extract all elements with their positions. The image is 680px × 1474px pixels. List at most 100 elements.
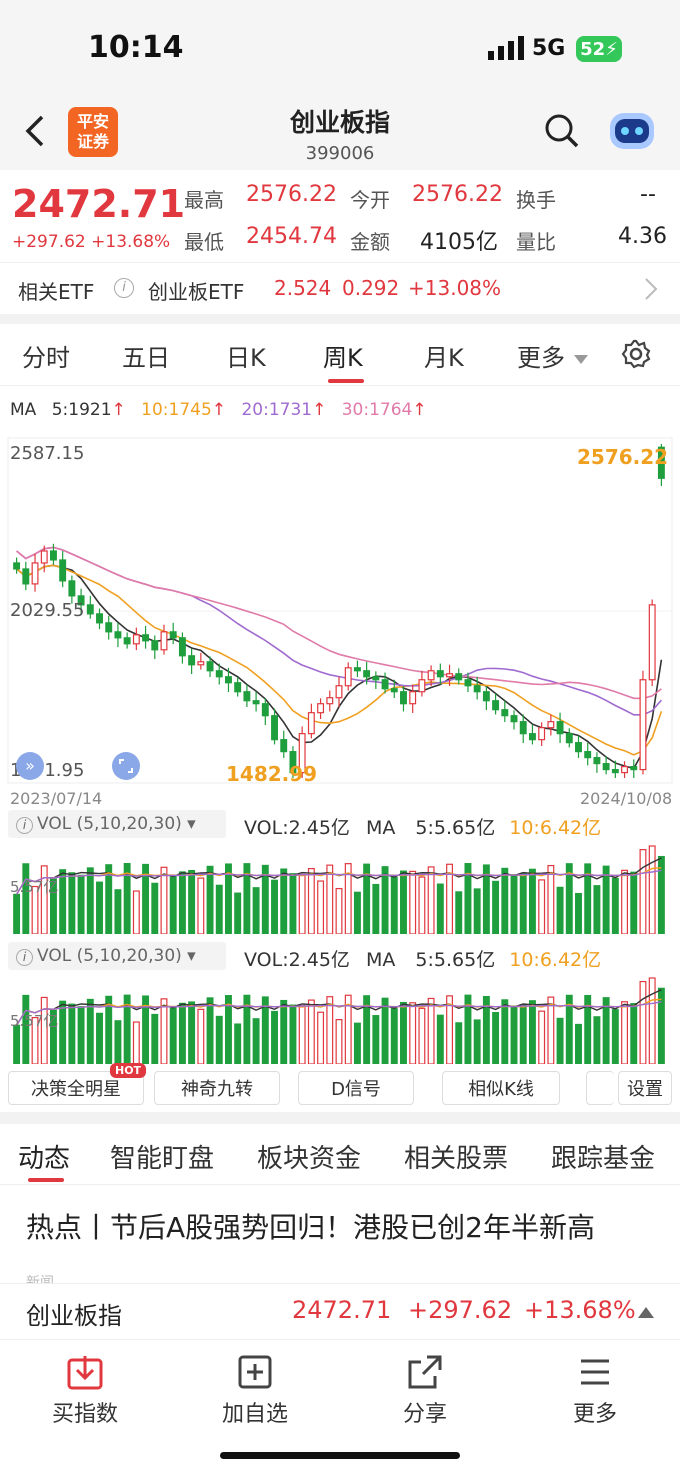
volume-bar-up (446, 995, 453, 1064)
volume-bar-down (243, 994, 251, 1064)
divider (0, 1184, 680, 1185)
candle-down (381, 679, 389, 690)
related-etf-row[interactable]: 相关ETF i 创业板ETF 2.524 0.292 +13.08% (0, 262, 680, 314)
candle-down (584, 751, 592, 759)
volume-bar-down (510, 874, 518, 934)
volume-bar-down (142, 863, 150, 934)
app-header: 平安 证券 创业板指 399006 (0, 95, 680, 170)
volume-chart-2 (13, 977, 665, 1064)
min-price-label: 1482.99 (226, 762, 318, 786)
vol-legend-1: VOL:2.45亿 MA 5:5.65亿 10:6.42亿 (244, 813, 601, 840)
candle-down (565, 733, 573, 744)
tab-more[interactable]: 更多 (517, 344, 565, 372)
add-watchlist-button[interactable]: 加自选 (200, 1354, 310, 1428)
change-value: +297.62 (12, 232, 86, 252)
volume-bar-down (114, 1020, 122, 1064)
volume-bar-down (225, 863, 232, 934)
tool-similar-kline[interactable]: 相似K线 (442, 1071, 560, 1105)
tab-smart-monitor[interactable]: 智能盯盘 (110, 1144, 215, 1174)
volume-bar-down (482, 996, 490, 1064)
volume-bar-down (271, 879, 278, 934)
high-value: 2576.22 (246, 182, 337, 207)
bottom-index-name: 创业板指 (26, 1302, 122, 1330)
candle-up (446, 673, 453, 678)
info-icon: i (16, 949, 33, 966)
info-icon[interactable]: i (114, 278, 134, 298)
volume-bar-up (307, 868, 315, 934)
tab-sector-funds[interactable]: 板块资金 (257, 1144, 362, 1174)
collapse-icon[interactable]: » (16, 752, 44, 780)
buy-index-button[interactable]: 买指数 (30, 1354, 140, 1428)
vol-axis-label: 5.57亿 (10, 1012, 59, 1030)
candle-down (261, 703, 269, 717)
tab-tracking-funds[interactable]: 跟踪基金 (551, 1144, 656, 1174)
news-tabs: 动态 智能盯盘 板块资金 相关股票 跟踪基金 (0, 1124, 680, 1184)
etf-pct: +13.08% (408, 276, 502, 300)
settings-gear-icon[interactable] (620, 338, 652, 374)
max-price-label: 2576.22 (577, 445, 669, 469)
volume-bar-down (151, 882, 159, 934)
volume-bar-up (307, 999, 315, 1064)
quote-panel: 2472.71 +297.62 +13.68% 最高 2576.22 今开 25… (0, 170, 680, 260)
volume-bar-down (68, 872, 76, 934)
active-tab-indicator (28, 1178, 64, 1182)
info-icon: i (16, 817, 33, 834)
vol-selector-2[interactable]: i VOL (5,10,20,30) ▾ (8, 942, 226, 970)
candle-up (648, 604, 656, 681)
back-icon[interactable] (22, 113, 46, 153)
volume-bar-up (547, 864, 555, 934)
date-start: 2023/07/14 (10, 789, 103, 808)
volume-bar-up (132, 1021, 140, 1064)
caret-up-icon[interactable] (638, 1304, 654, 1323)
more-button[interactable]: 更多 (540, 1354, 650, 1428)
kline-chart[interactable] (0, 436, 680, 786)
search-icon[interactable] (544, 113, 580, 153)
volume-bar-down (77, 874, 85, 934)
volume-bar-down (178, 871, 186, 934)
volume-bar-up (160, 998, 168, 1064)
robot-assistant-icon[interactable] (606, 109, 658, 157)
candle-down (519, 721, 527, 735)
volume-bar-up (335, 887, 343, 934)
tab-daily-k[interactable]: 日K (226, 344, 266, 372)
candle-down (252, 700, 260, 705)
open-value: 2576.22 (412, 182, 503, 207)
tab-weekly-k[interactable]: 周K (323, 344, 363, 372)
tool-overflow[interactable] (586, 1071, 614, 1105)
candle-down (482, 691, 490, 702)
y-axis-top: 2587.15 (10, 443, 85, 464)
candle-down (59, 559, 67, 582)
hot-badge: HOT (110, 1063, 147, 1078)
candle-down (169, 631, 177, 639)
ma-label: MA (10, 400, 37, 420)
tool-settings[interactable]: 设置 (618, 1071, 672, 1105)
candle-up (40, 550, 48, 564)
tool-d-signal[interactable]: D信号 (298, 1071, 414, 1105)
vol-selector-1[interactable]: i VOL (5,10,20,30) ▾ (8, 810, 226, 838)
candle-down (602, 763, 610, 771)
volume-bar-down (225, 995, 232, 1064)
volume-bar-down (473, 1019, 481, 1064)
tab-five-day[interactable]: 五日 (122, 344, 170, 372)
volume-bar-down (178, 1002, 186, 1064)
bottom-action-bar: 买指数 加自选 分享 更多 (0, 1339, 680, 1474)
volume-bar-up (538, 879, 546, 934)
candle-down (575, 742, 582, 753)
tab-intraday[interactable]: 分时 (22, 344, 70, 372)
tool-magic-nine[interactable]: 神奇九转 (154, 1071, 280, 1105)
amount-value: 4105亿 (420, 230, 498, 255)
fullscreen-icon[interactable] (112, 752, 140, 780)
tab-news-feed[interactable]: 动态 (18, 1144, 71, 1174)
volume-bar-up (547, 996, 555, 1064)
tab-monthly-k[interactable]: 月K (424, 344, 464, 372)
tab-related-stocks[interactable]: 相关股票 (404, 1144, 509, 1174)
bottom-change: +297.62 (408, 1296, 513, 1324)
candle-up (639, 679, 647, 771)
candle-down (353, 667, 361, 672)
volume-bar-down (105, 864, 113, 934)
vol-ma20-line (16, 1001, 662, 1026)
volume-bar-down (49, 1009, 57, 1064)
news-headline[interactable]: 热点丨节后A股强势回归！港股已创2年半新高 (26, 1211, 595, 1244)
share-button[interactable]: 分享 (370, 1354, 480, 1428)
candle-down (105, 622, 113, 633)
